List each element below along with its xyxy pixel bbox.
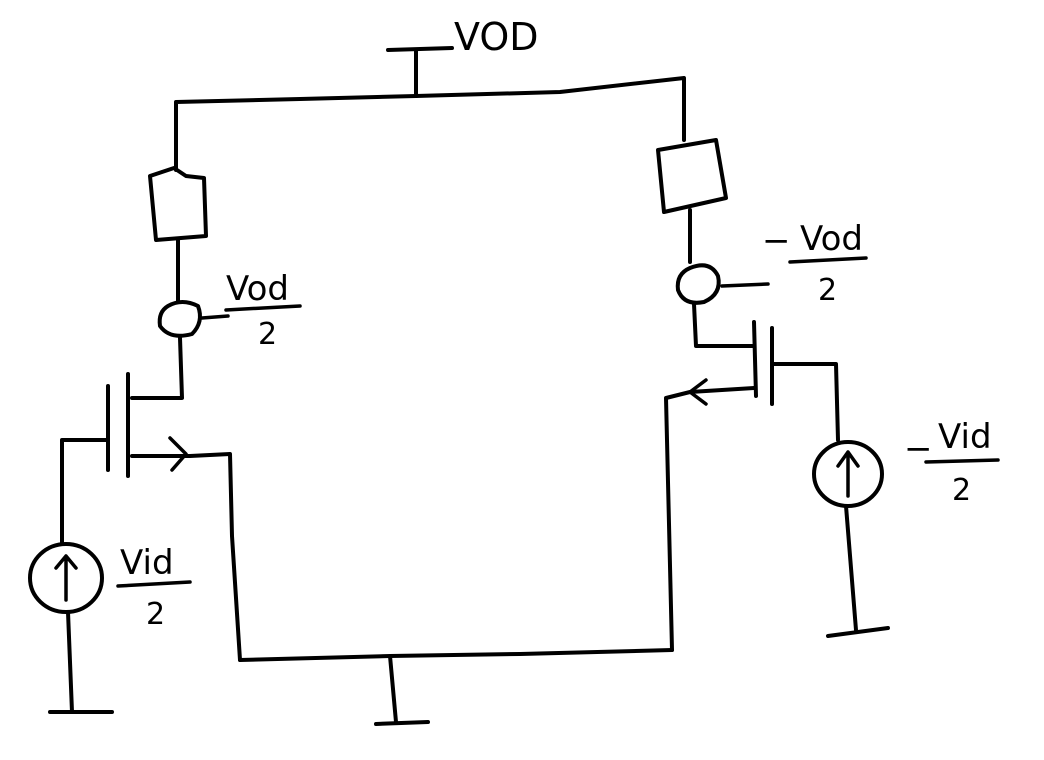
left-output-tap xyxy=(200,314,230,320)
left-load-resistor xyxy=(148,166,208,242)
right-output-node xyxy=(675,263,721,305)
left-output-denominator: 2 xyxy=(258,317,277,352)
tail-ground-bar xyxy=(374,720,430,726)
left-output-node xyxy=(157,300,202,338)
supply-bar xyxy=(386,46,454,52)
right-output-tap xyxy=(720,282,770,288)
left-output-label: Vod 2 xyxy=(224,269,302,352)
left-source-wire xyxy=(130,452,242,662)
right-gate-wire xyxy=(770,362,840,442)
right-input-denominator: 2 xyxy=(952,473,971,508)
right-output-denominator: 2 xyxy=(818,273,837,308)
left-input-numerator: Vid xyxy=(120,543,174,583)
right-input-fraction-bar xyxy=(924,458,1000,464)
top-wire xyxy=(174,76,686,142)
left-branch xyxy=(28,106,242,714)
right-drain-wire xyxy=(692,302,756,348)
right-load-resistor xyxy=(656,138,728,214)
right-ground-wire xyxy=(844,504,858,632)
left-input-fraction-bar xyxy=(116,580,192,588)
left-source-arrow-icon xyxy=(54,554,78,602)
right-source-arrow xyxy=(688,378,708,406)
right-channel xyxy=(752,320,758,398)
left-output-numerator: Vod xyxy=(226,269,289,309)
left-gate-wire xyxy=(60,438,110,546)
right-ground-bar xyxy=(826,626,890,638)
right-output-label: − Vod 2 xyxy=(762,219,868,308)
supply-rail xyxy=(174,46,686,142)
left-input-label: Vid 2 xyxy=(116,543,192,632)
right-source-arrow-icon xyxy=(836,450,860,498)
tail-node xyxy=(238,648,674,726)
supply-label: VOD xyxy=(454,15,539,59)
right-source-wire xyxy=(664,386,756,652)
tail-stem xyxy=(388,654,398,724)
right-output-numerator: Vod xyxy=(800,219,863,259)
left-output-fraction-bar xyxy=(224,304,302,312)
right-output-fraction-bar xyxy=(788,256,868,264)
left-drain-wire xyxy=(130,336,184,400)
right-input-label: − Vid 2 xyxy=(904,417,1000,508)
right-input-numerator: Vid xyxy=(938,417,992,457)
left-source-arrow xyxy=(168,436,188,472)
left-input-denominator: 2 xyxy=(146,597,165,632)
left-ground-wire xyxy=(66,610,74,714)
right-output-sign: − xyxy=(762,221,791,261)
right-branch xyxy=(656,138,890,652)
bottom-wire xyxy=(238,648,674,662)
